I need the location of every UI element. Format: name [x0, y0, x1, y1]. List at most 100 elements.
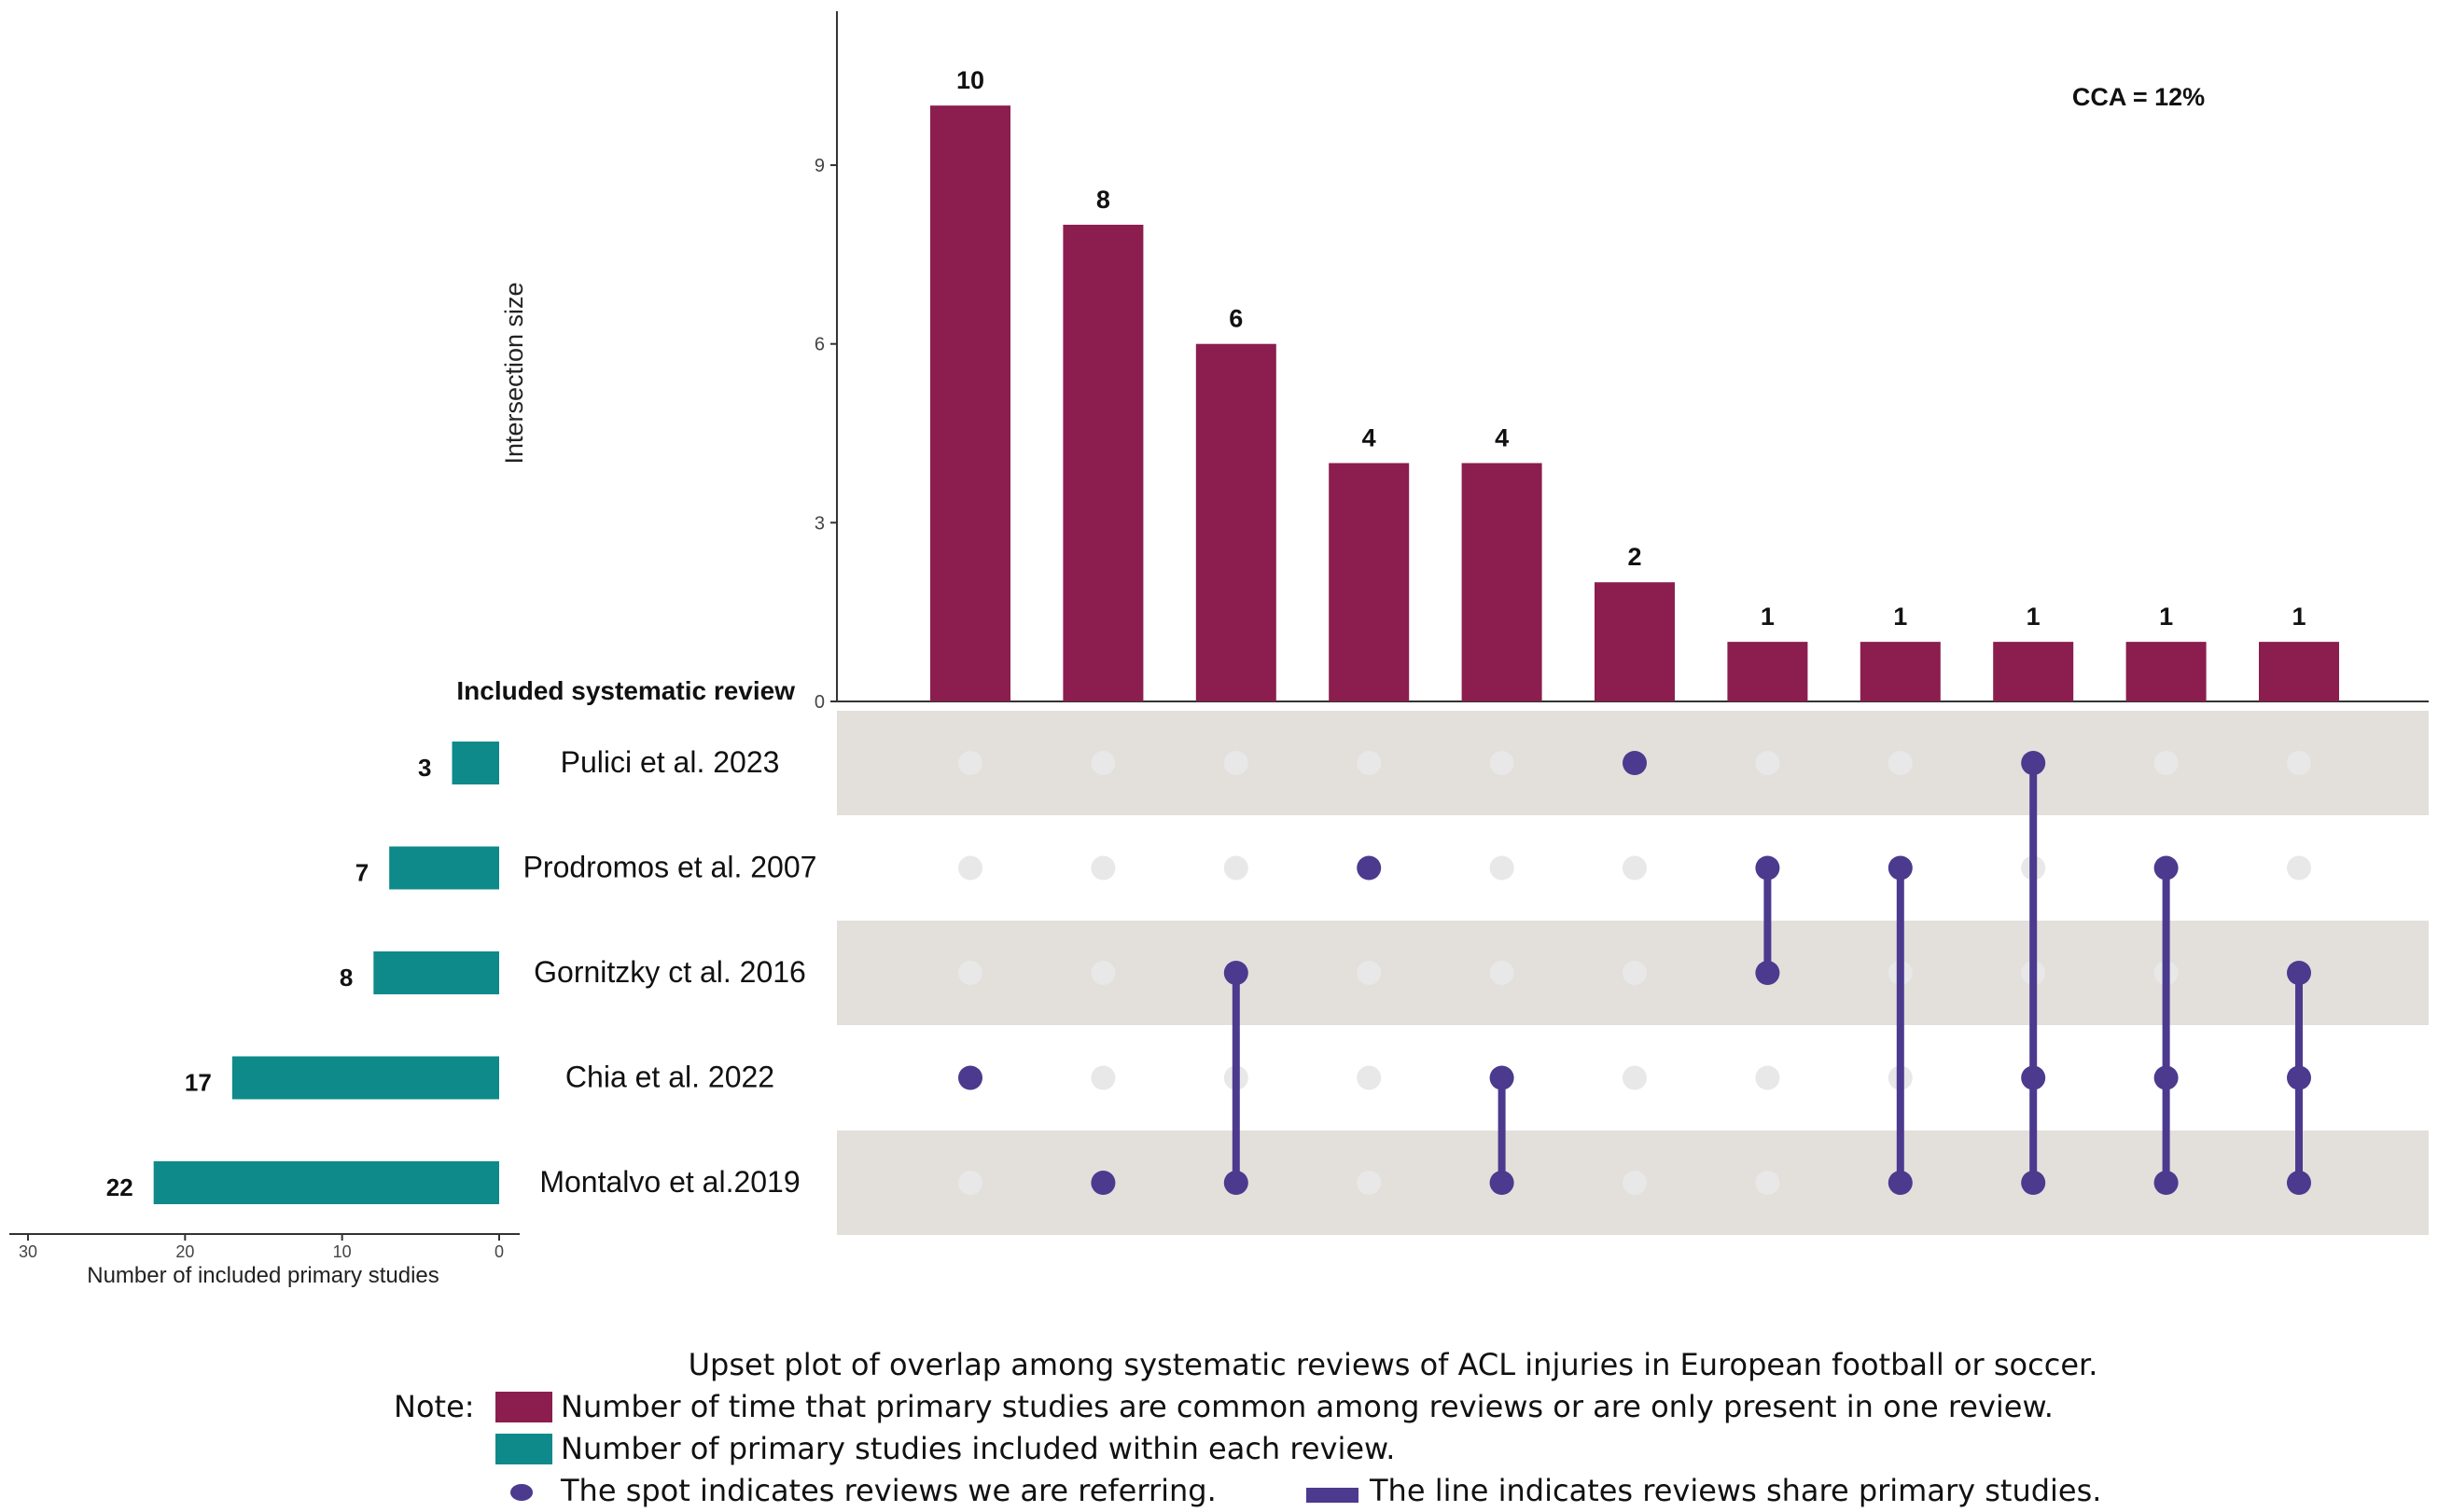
y-ticks: 0 3 6 9 [815, 156, 837, 713]
set-size-label: 7 [355, 859, 369, 887]
matrix-dot-active [2287, 961, 2311, 985]
set-size-label: 8 [340, 964, 353, 992]
intersection-bar [2125, 642, 2207, 701]
intersection-bar [1063, 224, 1144, 701]
matrix-dot-inactive [1489, 961, 1514, 985]
matrix-dot-active [2287, 1171, 2311, 1195]
matrix-dot-inactive [1357, 751, 1382, 775]
set-size-bar [231, 1056, 500, 1100]
intersection-bar [1860, 642, 1941, 701]
intersection-bar [1461, 463, 1542, 701]
matrix-dot-active [2021, 1065, 2046, 1090]
matrix-dot-inactive [1623, 1171, 1647, 1195]
set-size-bar [153, 1161, 499, 1204]
set-name-label: Pulici et al. 2023 [561, 745, 780, 779]
matrix-dot-inactive [1755, 751, 1780, 775]
set-name-label: Montalvo et al.2019 [539, 1165, 800, 1199]
matrix-dot-active [1489, 1171, 1514, 1195]
matrix-dot-active [1888, 855, 1913, 881]
matrix-dot-inactive [1223, 855, 1248, 881]
matrix-dot-inactive [1091, 961, 1116, 985]
matrix-dot-inactive [1091, 855, 1116, 881]
set-size-bar [373, 951, 499, 994]
y-tick-label: 0 [815, 692, 825, 713]
sets-header: Included systematic review [456, 676, 795, 705]
x-tick-label: 10 [333, 1242, 352, 1261]
intersection-value-label: 1 [2292, 603, 2306, 631]
intersection-bars [930, 105, 2339, 701]
matrix-dot-inactive [1888, 751, 1913, 775]
matrix-dot-inactive [1755, 1171, 1780, 1195]
cca-annotation: CCA = 12% [2072, 83, 2205, 111]
matrix-dot-inactive [2153, 751, 2179, 775]
matrix-dot-active [1091, 1171, 1116, 1195]
matrix-dot-active [2021, 1171, 2046, 1195]
matrix-dot-inactive [2287, 751, 2311, 775]
matrix-dot-inactive [1623, 961, 1647, 985]
matrix-dot-inactive [958, 1171, 982, 1195]
set-bars [153, 742, 500, 1204]
intersection-value-label: 2 [1627, 543, 1641, 571]
x-ticks: 30 20 10 0 [19, 1234, 504, 1261]
matrix-dot-active [1223, 1171, 1248, 1195]
set-name-label: Gornitzky ct al. 2016 [534, 955, 806, 989]
matrix-dot-inactive [958, 751, 982, 775]
matrix-dot-inactive [1357, 1171, 1382, 1195]
matrix-dot-inactive [1091, 751, 1116, 775]
intersection-bar [1727, 642, 1808, 701]
y-axis-label: Intersection size [500, 282, 528, 464]
matrix-dot-inactive [1223, 751, 1248, 775]
intersection-value-label: 4 [1495, 423, 1509, 451]
matrix-dot-active [2287, 1065, 2311, 1090]
intersection-value-label: 4 [1362, 423, 1376, 451]
set-size-labels: 3 7 8 17 22 [106, 754, 432, 1201]
line-legend-text: The line indicates reviews share primary… [1369, 1473, 2101, 1508]
matrix-dot-inactive [1489, 855, 1514, 881]
matrix-dot-active [1755, 961, 1780, 985]
matrix-dot-active [1888, 1171, 1913, 1195]
matrix-dot-active [958, 1065, 982, 1090]
bar-legend-text: Number of time that primary studies are … [561, 1389, 2054, 1424]
matrix-dot-active [2153, 1171, 2179, 1195]
matrix-dots [958, 751, 2311, 1195]
y-tick-label: 3 [815, 513, 825, 534]
matrix-dot-inactive [1755, 1065, 1780, 1090]
y-tick-label: 6 [815, 335, 825, 355]
set-size-bar [452, 742, 499, 784]
matrix-dot-inactive [1357, 961, 1382, 985]
matrix-dot-active [2153, 855, 2179, 881]
intersection-bar [1329, 463, 1410, 701]
matrix-dot-active [2021, 751, 2046, 775]
intersection-value-label: 8 [1096, 186, 1110, 214]
matrix-dot-inactive [1091, 1065, 1116, 1090]
intersection-bar [1595, 582, 1675, 701]
matrix-dot-inactive [1623, 855, 1647, 881]
set-legend-text: Number of primary studies included withi… [561, 1431, 1395, 1466]
y-tick-label: 9 [815, 156, 825, 176]
intersection-bar [930, 105, 1010, 701]
intersection-value-label: 1 [1761, 603, 1775, 631]
set-legend-swatch [495, 1434, 552, 1464]
matrix-dot-active [1623, 751, 1647, 775]
set-names: Pulici et al. 2023 Prodromos et al. 2007 G… [523, 745, 817, 1199]
intersection-labels: 10 8 6 4 4 2 1 1 1 1 1 [956, 66, 2306, 631]
dot-legend-text: The spot indicates reviews we are referr… [560, 1473, 1217, 1508]
matrix-dot-inactive [2287, 855, 2311, 881]
intersection-bar [1993, 642, 2074, 701]
matrix-dot-active [1755, 855, 1780, 881]
matrix-dot-inactive [958, 961, 982, 985]
chart-title: Upset plot of overlap among systematic r… [689, 1347, 2098, 1382]
intersection-value-label: 1 [2159, 603, 2173, 631]
set-size-bar [389, 846, 499, 890]
set-size-label: 22 [106, 1173, 133, 1201]
line-legend-swatch [1306, 1488, 1358, 1503]
dot-legend-icon [510, 1484, 533, 1501]
matrix-dot-active [1357, 855, 1382, 881]
matrix-dot-active [2153, 1065, 2179, 1090]
x-tick-label: 0 [495, 1242, 504, 1261]
matrix-dot-inactive [958, 855, 982, 881]
set-axis-label: Number of included primary studies [87, 1263, 439, 1288]
intersection-value-label: 1 [1893, 603, 1907, 631]
intersection-value-label: 1 [2027, 603, 2041, 631]
